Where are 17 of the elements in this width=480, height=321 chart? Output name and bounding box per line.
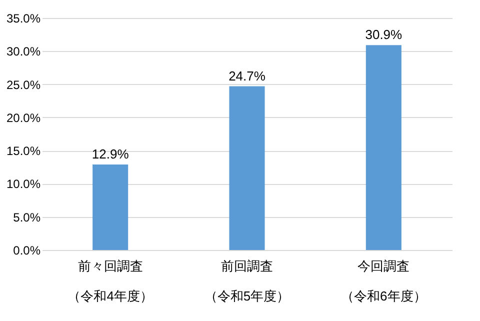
bar (92, 164, 128, 250)
y-tick-label: 25.0% (6, 78, 41, 92)
data-label: 12.9% (92, 146, 130, 162)
y-tick-label: 30.0% (6, 44, 41, 59)
bar (366, 45, 402, 250)
y-tick-label: 35.0% (6, 12, 41, 26)
bar (229, 86, 265, 250)
y-tick-label: 5.0% (13, 210, 41, 224)
data-label: 30.9% (365, 27, 403, 42)
x-tick-label: 今回調査（令和6年度） (341, 258, 426, 304)
y-tick-label: 20.0% (6, 110, 41, 125)
y-tick-label: 0.0% (13, 244, 41, 258)
x-tick-label: 前々回調査（令和4年度） (68, 258, 153, 304)
data-label: 24.7% (228, 68, 266, 84)
x-tick-label: 前回調査（令和5年度） (204, 258, 290, 304)
y-tick-label: 15.0% (6, 144, 41, 158)
y-tick-label: 10.0% (6, 177, 41, 192)
